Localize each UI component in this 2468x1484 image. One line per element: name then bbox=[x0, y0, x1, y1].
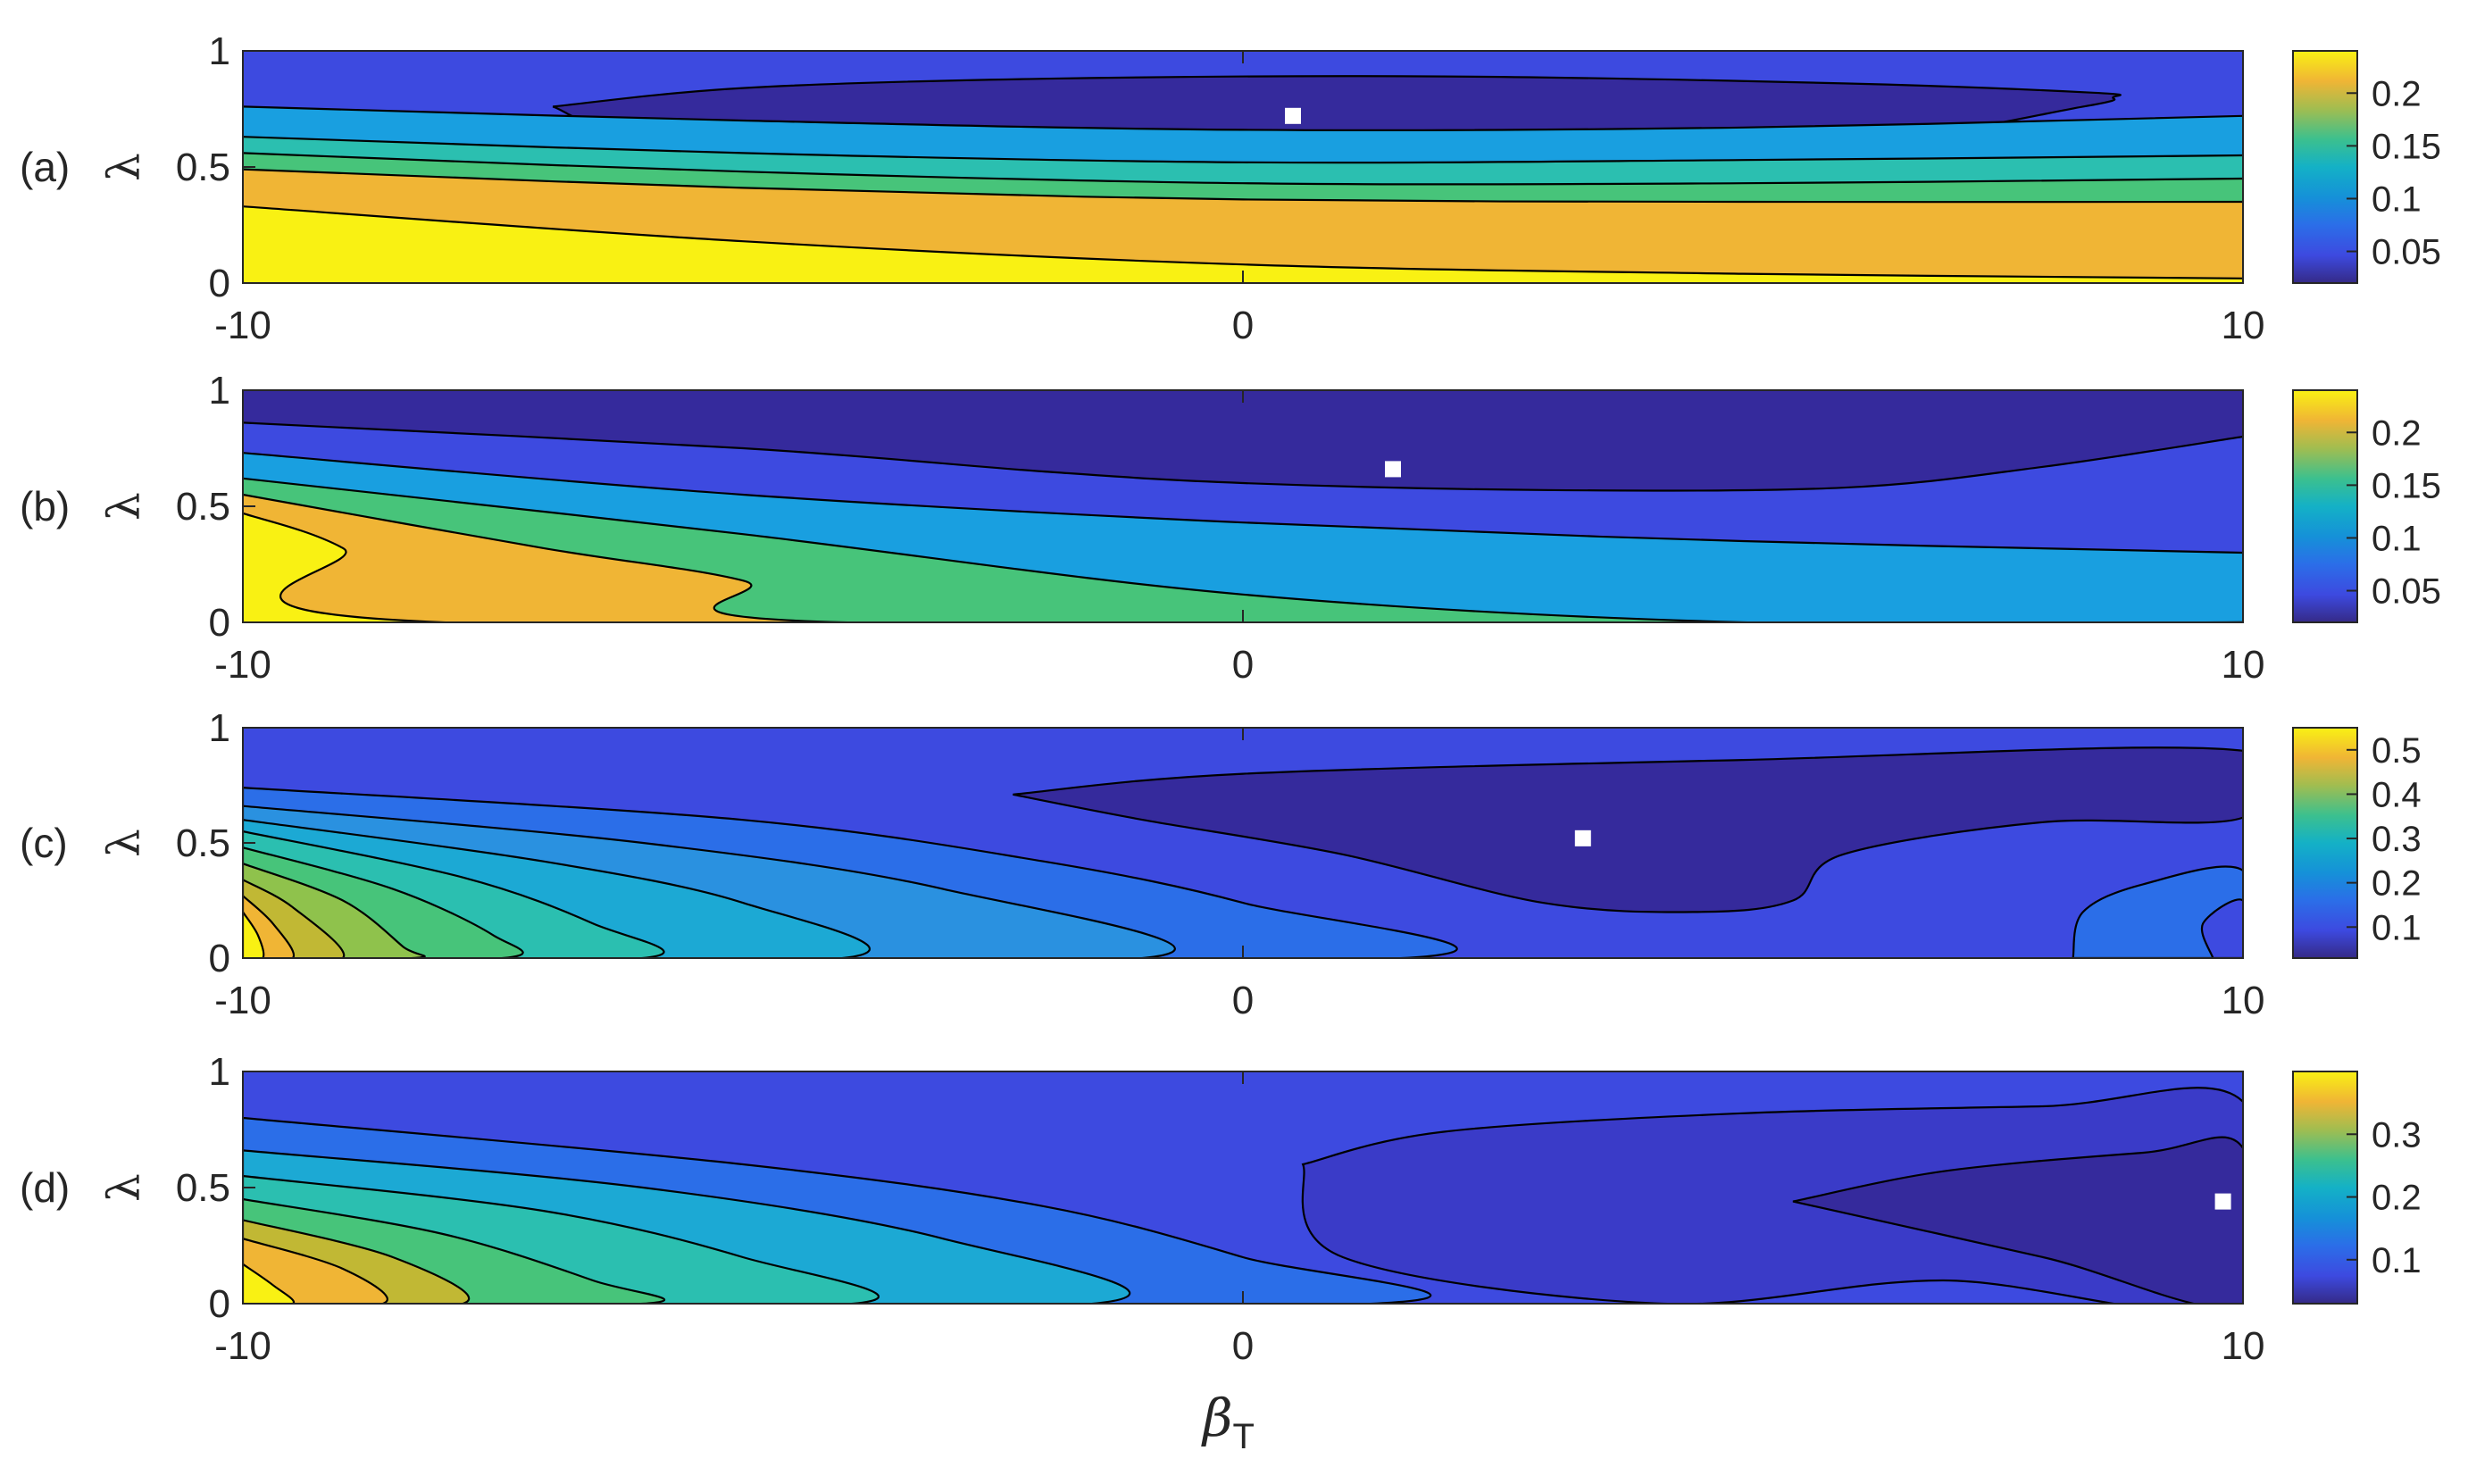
colorbar-tick-label: 0.15 bbox=[2372, 127, 2441, 166]
contour-region bbox=[243, 495, 2243, 622]
x-axis-title-symbol: β bbox=[1201, 1388, 1233, 1448]
y-tick-label: 0.5 bbox=[176, 1166, 230, 1210]
colorbar-tick-label: 0.05 bbox=[2372, 233, 2441, 272]
contour-line bbox=[243, 512, 2243, 622]
optimum-marker bbox=[1574, 830, 1591, 846]
colorbar-tick-label: 0.1 bbox=[2372, 179, 2422, 219]
x-tick-label: 10 bbox=[2222, 979, 2265, 1022]
x-axis-title-subscript: T bbox=[1233, 1417, 1255, 1456]
colorbar-tick-label: 0.1 bbox=[2372, 908, 2422, 947]
colorbar bbox=[2292, 727, 2358, 959]
colorbar bbox=[2292, 1071, 2358, 1305]
contour-region bbox=[1013, 746, 2243, 913]
contour-region bbox=[243, 1263, 296, 1304]
colorbar-tick-label: 0.2 bbox=[2372, 413, 2422, 453]
y-axis-label: λ bbox=[98, 153, 150, 181]
contour-area bbox=[243, 51, 2243, 283]
y-tick-label: 0.5 bbox=[176, 146, 230, 189]
contour-line bbox=[243, 168, 2243, 204]
contour-area bbox=[243, 1071, 2243, 1304]
colorbar-tick-label: 0.2 bbox=[2372, 74, 2422, 113]
optimum-marker bbox=[1385, 461, 1401, 478]
colorbar-tick-label: 0.1 bbox=[2372, 519, 2422, 558]
panel-label: (b) bbox=[20, 483, 70, 529]
contour-region bbox=[1792, 1136, 2243, 1304]
x-tick-label: 0 bbox=[1232, 643, 1254, 687]
y-axis-label: λ bbox=[98, 1173, 150, 1202]
y-tick-label: 0.5 bbox=[176, 821, 230, 865]
contour-line bbox=[243, 452, 2243, 554]
colorbar-tick-label: 0.15 bbox=[2372, 466, 2441, 505]
x-tick-label: 0 bbox=[1232, 979, 1254, 1022]
contour-line bbox=[243, 477, 2243, 622]
contour-area bbox=[243, 390, 2243, 622]
colorbar-tick-label: 0.1 bbox=[2372, 1241, 2422, 1280]
panel-label: (a) bbox=[20, 144, 70, 190]
panel-label: (c) bbox=[20, 820, 68, 866]
contour-line bbox=[243, 421, 2243, 492]
optimum-marker bbox=[1285, 107, 1301, 124]
contour-region bbox=[2072, 865, 2243, 958]
colorbar bbox=[2292, 389, 2358, 623]
optimum-marker bbox=[2214, 1193, 2231, 1210]
contour-line bbox=[243, 136, 2243, 164]
contour-line bbox=[243, 105, 2243, 132]
x-tick-label: -10 bbox=[214, 643, 271, 687]
contour-area bbox=[243, 728, 2243, 958]
colorbar-tick-label: 0.4 bbox=[2372, 775, 2422, 814]
y-axis-label: λ bbox=[98, 492, 150, 521]
y-tick-label: 1 bbox=[209, 706, 230, 750]
colorbar-tick-label: 0.3 bbox=[2372, 820, 2422, 859]
x-tick-label: -10 bbox=[214, 304, 271, 347]
x-tick-label: -10 bbox=[214, 1324, 271, 1368]
contour-region bbox=[2200, 898, 2243, 958]
colorbar-tick-label: 0.2 bbox=[2372, 1179, 2422, 1218]
contour-line bbox=[243, 152, 2243, 186]
y-tick-label: 0.5 bbox=[176, 485, 230, 529]
y-tick-label: 0 bbox=[209, 601, 230, 645]
colorbar bbox=[2292, 50, 2358, 284]
y-tick-label: 1 bbox=[209, 1050, 230, 1094]
x-tick-label: 10 bbox=[2222, 304, 2265, 347]
y-tick-label: 0 bbox=[209, 937, 230, 980]
colorbar-tick-label: 0.2 bbox=[2372, 864, 2422, 904]
y-tick-label: 0 bbox=[209, 262, 230, 305]
x-tick-label: 0 bbox=[1232, 304, 1254, 347]
x-axis-title: βT bbox=[1201, 1388, 1255, 1456]
x-tick-label: 10 bbox=[2222, 1324, 2265, 1368]
y-axis-label: λ bbox=[98, 829, 150, 857]
colorbar-tick-label: 0.05 bbox=[2372, 572, 2441, 612]
y-tick-label: 1 bbox=[209, 29, 230, 73]
contour-region bbox=[243, 206, 2243, 283]
contour-line bbox=[243, 493, 2243, 622]
colorbar-tick-label: 0.3 bbox=[2372, 1115, 2422, 1155]
contour-region bbox=[243, 1238, 388, 1304]
colorbar-tick-label: 0.5 bbox=[2372, 731, 2422, 771]
y-tick-label: 0 bbox=[209, 1282, 230, 1326]
x-tick-label: 10 bbox=[2222, 643, 2265, 687]
y-tick-label: 1 bbox=[209, 369, 230, 413]
x-tick-label: -10 bbox=[214, 979, 271, 1022]
contour-region bbox=[243, 910, 265, 958]
panel-label: (d) bbox=[20, 1164, 70, 1211]
x-tick-label: 0 bbox=[1232, 1324, 1254, 1368]
contour-line bbox=[243, 205, 2243, 279]
